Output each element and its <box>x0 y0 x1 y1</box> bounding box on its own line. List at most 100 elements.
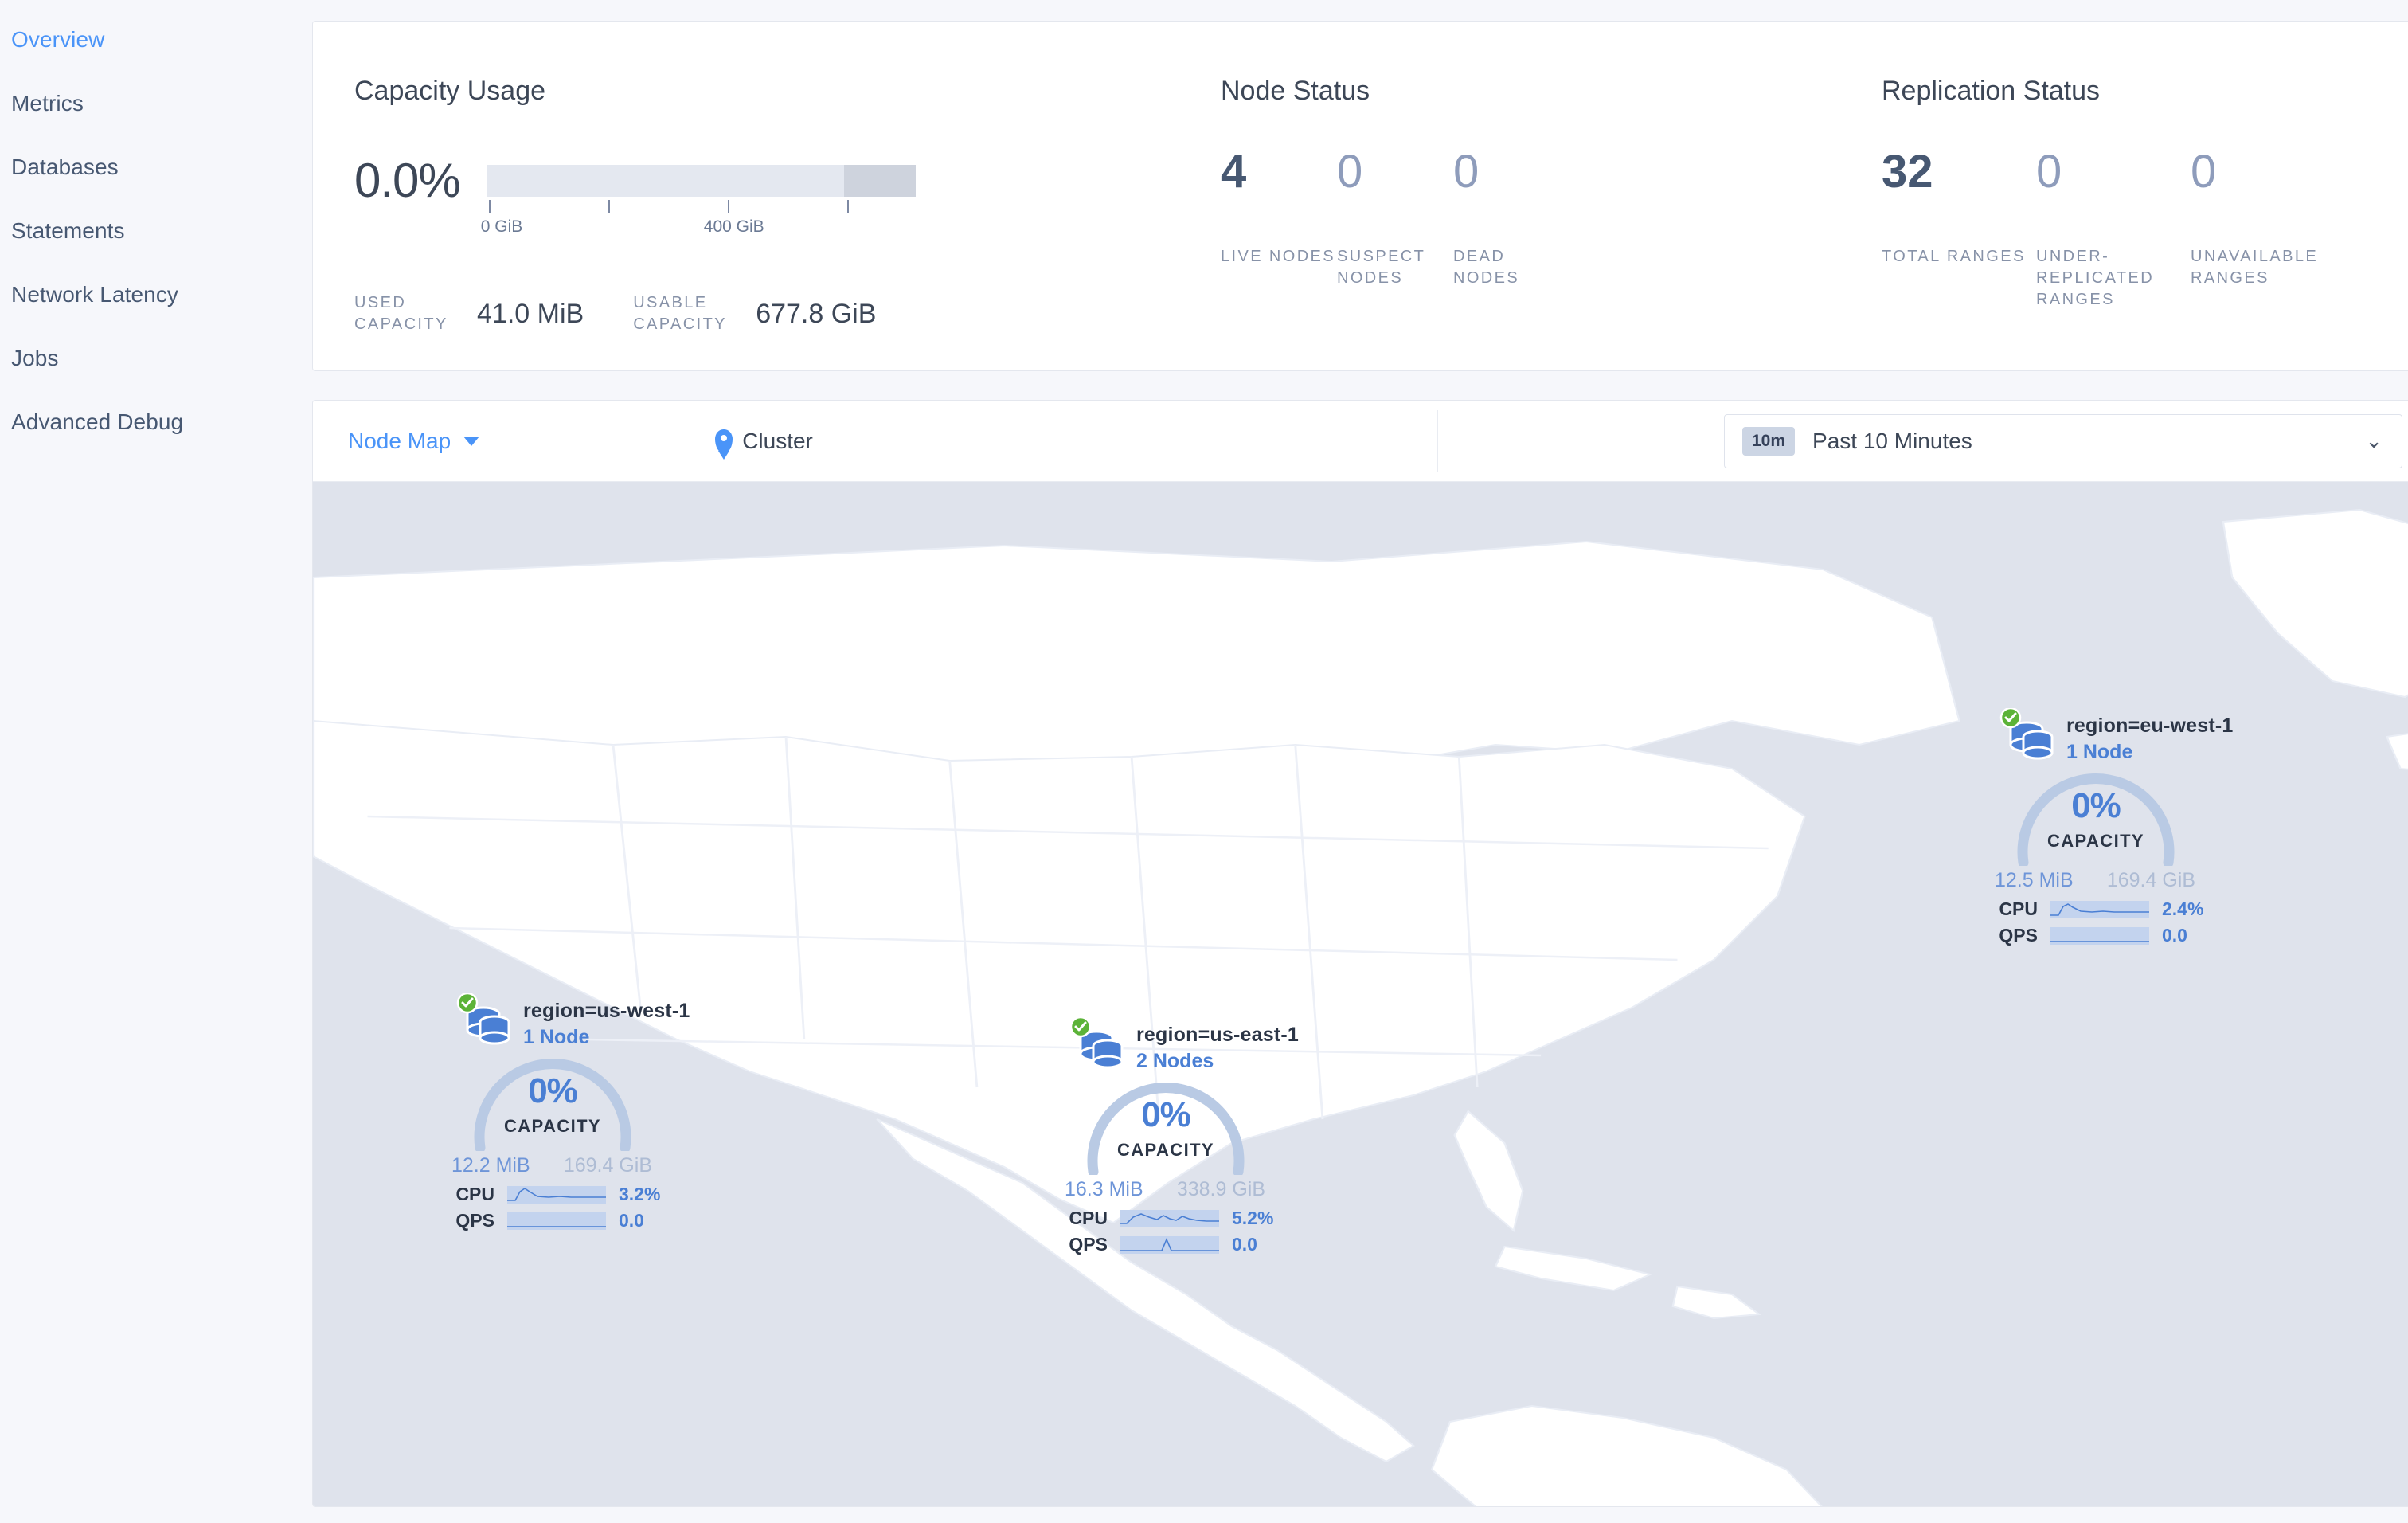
gauge-caption: CAPACITY <box>503 1116 602 1136</box>
main-content: Capacity Usage 0.0% 0 GiB 400 G <box>312 0 2408 1523</box>
sidebar-item-overview[interactable]: Overview <box>0 8 312 72</box>
metric-cpu: CPU 5.2% <box>1065 1208 1299 1229</box>
marker-labels: region=us-west-1 1 Node <box>523 993 690 1049</box>
capacity-bar-remainder-segment <box>843 165 916 197</box>
marker-used-capacity: 12.2 MiB <box>452 1154 530 1177</box>
capacity-usage-panel: Capacity Usage 0.0% 0 GiB 400 G <box>313 22 1221 370</box>
stat-value: 4 <box>1221 146 1247 198</box>
node-map-view-label: Node Map <box>348 428 452 453</box>
time-range-select[interactable]: 10m Past 10 Minutes ⌄ <box>1724 413 2402 468</box>
used-capacity-label: USED CAPACITY <box>354 294 448 333</box>
stat-value: 0 <box>2191 146 2217 198</box>
replication-status-stats: 32 TOTAL RANGES 0 UNDER- REPLICATED RANG… <box>1882 149 2345 311</box>
stat-unavailable-ranges: 0 UNAVAILABLE RANGES <box>2191 149 2345 311</box>
marker-capacity-values: 12.5 MiB 169.4 GiB <box>1995 869 2195 892</box>
tick-label-400: 400 GiB <box>703 217 764 236</box>
node-cluster-icon <box>456 992 518 1049</box>
metric-value: 3.2% <box>619 1184 661 1204</box>
node-map-card: Node Map Cluster 10m Past 10 Minutes ⌄ <box>312 400 2408 1507</box>
stat-total-ranges: 32 TOTAL RANGES <box>1882 149 2036 311</box>
capacity-gauge: 0% CAPACITY <box>1082 1076 1249 1175</box>
map-marker-us-east-1[interactable]: region=us-east-1 2 Nodes 0% CAPACITY 16.… <box>1065 1016 1299 1255</box>
cpu-sparkline <box>1120 1209 1219 1227</box>
stat-suspect-nodes: 0 SUSPECT NODES <box>1337 149 1453 289</box>
capacity-bar-ticks <box>487 200 916 217</box>
breadcrumb-cluster[interactable]: Cluster <box>715 429 813 454</box>
sidebar-item-jobs[interactable]: Jobs <box>0 327 312 390</box>
stat-label: UNDER- REPLICATED RANGES <box>2036 248 2155 308</box>
gauge-percent: 0% <box>2071 786 2121 825</box>
node-cluster-icon <box>2000 707 2062 764</box>
metric-qps: QPS 0.0 <box>1995 925 2234 946</box>
marker-metrics: CPU 5.2% QPS <box>1065 1208 1299 1255</box>
metric-key: QPS <box>455 1210 494 1231</box>
marker-region-label: region=us-west-1 <box>523 1000 690 1022</box>
sidebar-item-network-latency[interactable]: Network Latency <box>0 263 312 327</box>
capacity-gauge: 0% CAPACITY <box>469 1052 636 1151</box>
sidebar-item-databases[interactable]: Databases <box>0 135 312 199</box>
marker-total-capacity: 169.4 GiB <box>563 1154 652 1177</box>
sidebar-item-label: Metrics <box>11 91 84 115</box>
marker-labels: region=eu-west-1 1 Node <box>2066 708 2234 764</box>
stat-value: 0 <box>1337 146 1363 198</box>
gauge-caption: CAPACITY <box>1116 1140 1215 1160</box>
sidebar-item-statements[interactable]: Statements <box>0 199 312 263</box>
gauge-percent: 0% <box>1141 1095 1191 1134</box>
toolbar-divider <box>1437 410 1438 472</box>
node-status-title: Node Status <box>1221 76 1370 106</box>
capacity-bar-usable-segment <box>487 165 844 197</box>
marker-total-capacity: 338.9 GiB <box>1176 1178 1265 1200</box>
qps-sparkline <box>2050 926 2149 945</box>
sidebar-item-metrics[interactable]: Metrics <box>0 72 312 135</box>
marker-labels: region=us-east-1 2 Nodes <box>1136 1017 1299 1073</box>
capacity-gauge: 0% CAPACITY <box>2012 767 2179 866</box>
node-map-canvas[interactable]: region=us-west-1 1 Node 0% CAPACITY 12.2… <box>313 482 2408 1506</box>
marker-region-label: region=us-east-1 <box>1136 1024 1299 1046</box>
capacity-bar-group: 0.0% 0 GiB 400 GiB <box>354 157 916 237</box>
stat-label: DEAD NODES <box>1453 248 1520 287</box>
metric-key: CPU <box>1069 1208 1108 1228</box>
sidebar-item-label: Overview <box>11 27 105 52</box>
gauge-caption: CAPACITY <box>2046 831 2145 851</box>
sidebar-item-advanced-debug[interactable]: Advanced Debug <box>0 390 312 454</box>
node-cluster-icon <box>1069 1016 1132 1073</box>
sidebar-item-label: Jobs <box>11 346 59 370</box>
marker-header: region=us-west-1 1 Node <box>456 992 690 1049</box>
stat-label: LIVE NODES <box>1221 248 1336 265</box>
stat-value: 0 <box>1453 146 1480 198</box>
map-marker-eu-west-1[interactable]: region=eu-west-1 1 Node 0% CAPACITY 12.5… <box>1995 707 2234 946</box>
qps-sparkline <box>1120 1235 1219 1254</box>
metric-key: CPU <box>455 1184 494 1204</box>
usable-capacity-stat: USABLE CAPACITY 677.8 GiB <box>633 292 876 335</box>
stat-label: SUSPECT NODES <box>1337 248 1425 287</box>
node-map-view-selector[interactable]: Node Map <box>348 428 480 454</box>
marker-node-count: 1 Node <box>523 1026 590 1048</box>
marker-used-capacity: 12.5 MiB <box>1995 869 2074 891</box>
metric-cpu: CPU 2.4% <box>1995 899 2234 920</box>
metric-cpu: CPU 3.2% <box>452 1184 690 1205</box>
chevron-down-icon <box>463 436 480 446</box>
map-marker-us-west-1[interactable]: region=us-west-1 1 Node 0% CAPACITY 12.2… <box>452 992 690 1231</box>
capacity-footer: USED CAPACITY 41.0 MiB USABLE CAPACITY 6… <box>354 292 876 335</box>
marker-region-label: region=eu-west-1 <box>2066 715 2234 737</box>
marker-capacity-values: 12.2 MiB 169.4 GiB <box>452 1154 652 1177</box>
qps-sparkline <box>507 1212 606 1230</box>
sidebar-item-label: Advanced Debug <box>11 409 184 434</box>
metric-qps: QPS 0.0 <box>1065 1234 1299 1255</box>
metric-value: 5.2% <box>1232 1208 1274 1228</box>
usable-capacity-label: USABLE CAPACITY <box>633 294 727 333</box>
marker-node-count: 1 Node <box>2066 741 2133 763</box>
map-toolbar: Node Map Cluster 10m Past 10 Minutes ⌄ <box>313 401 2408 482</box>
metric-value: 2.4% <box>2162 899 2204 919</box>
sidebar-nav: Overview Metrics Databases Statements Ne… <box>0 0 312 1523</box>
sidebar-item-label: Statements <box>11 218 125 243</box>
metric-key: QPS <box>1069 1234 1108 1255</box>
time-range-badge: 10m <box>1742 426 1796 456</box>
marker-total-capacity: 169.4 GiB <box>2106 869 2195 891</box>
sidebar-item-label: Databases <box>11 155 119 179</box>
breadcrumb-label: Cluster <box>742 428 813 453</box>
marker-capacity-values: 16.3 MiB 338.9 GiB <box>1065 1178 1265 1201</box>
metric-key: CPU <box>1999 899 2038 919</box>
marker-metrics: CPU 3.2% QPS <box>452 1184 690 1231</box>
